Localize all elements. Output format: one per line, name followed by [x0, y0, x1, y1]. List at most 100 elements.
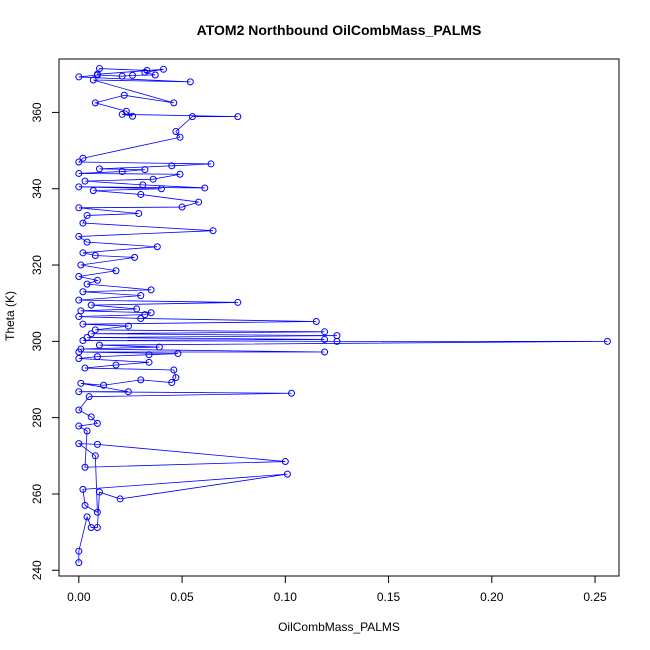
data-point: [95, 488, 103, 496]
data-point: [145, 351, 153, 359]
data-point: [147, 309, 155, 317]
data-point: [75, 296, 83, 304]
y-tick-label: 300: [30, 331, 44, 351]
data-point: [95, 341, 103, 349]
y-tick-label: 340: [30, 178, 44, 198]
data-point: [85, 393, 93, 401]
data-point: [81, 177, 89, 185]
data-point: [83, 211, 91, 219]
data-point: [81, 364, 89, 372]
x-tick-label: 0.00: [67, 590, 91, 604]
x-tick-label: 0.05: [170, 590, 194, 604]
data-point: [87, 413, 95, 421]
data-point: [170, 99, 178, 107]
data-point: [133, 305, 141, 313]
data-point: [75, 73, 83, 81]
y-tick-label: 240: [30, 560, 44, 580]
data-point: [234, 298, 242, 306]
data-point: [139, 181, 147, 189]
data-point: [141, 166, 149, 174]
data-point: [131, 253, 139, 261]
data-point: [168, 379, 176, 387]
data-point: [172, 127, 180, 135]
data-point: [93, 276, 101, 284]
data-point: [91, 452, 99, 460]
data-point: [91, 326, 99, 334]
data-point: [176, 133, 184, 141]
x-tick-label: 0.25: [583, 590, 607, 604]
x-tick-label: 0.10: [274, 590, 298, 604]
data-point: [137, 376, 145, 384]
data-point: [83, 280, 91, 288]
data-point: [120, 91, 128, 99]
data-point: [122, 107, 130, 115]
data-point: [95, 65, 103, 73]
data-point: [141, 68, 149, 76]
data-point: [79, 154, 87, 162]
data-point: [75, 204, 83, 212]
data-point: [81, 501, 89, 509]
data-point: [75, 158, 83, 166]
data-point: [77, 261, 85, 269]
data-point: [153, 243, 161, 251]
data-point: [124, 388, 132, 396]
data-point: [93, 353, 101, 361]
data-point: [172, 374, 180, 382]
data-point: [137, 292, 145, 300]
data-point: [87, 330, 95, 338]
data-point: [95, 165, 103, 173]
data-point: [91, 252, 99, 259]
data-point: [79, 249, 87, 257]
data-point: [75, 232, 83, 240]
data-point: [151, 71, 159, 79]
data-point: [603, 337, 611, 345]
data-point: [83, 513, 91, 521]
data-point: [93, 419, 101, 427]
x-tick-label: 0.20: [480, 590, 504, 604]
data-point: [83, 334, 91, 342]
data-point: [159, 65, 167, 73]
y-tick-label: 280: [30, 407, 44, 427]
data-point: [118, 168, 126, 176]
data-point: [89, 76, 97, 84]
data-point: [79, 320, 87, 328]
x-axis: 0.00 0.05 0.10 0.15 0.20 0.25: [67, 575, 607, 604]
data-point: [75, 440, 83, 448]
data-point: [77, 379, 85, 387]
data-point: [157, 185, 165, 193]
data-point: [75, 169, 83, 177]
data-point: [168, 162, 176, 170]
chart-title: ATOM2 Northbound OilCombMass_PALMS: [197, 22, 482, 38]
data-point: [116, 495, 124, 503]
data-point: [209, 227, 217, 235]
data-point: [93, 440, 101, 448]
data-point: [75, 183, 83, 191]
data-point: [75, 559, 83, 567]
data-point: [201, 184, 209, 192]
data-point: [75, 388, 83, 396]
data-point: [135, 210, 143, 218]
data-point: [81, 463, 89, 471]
data-point: [93, 524, 101, 532]
y-tick-label: 360: [30, 102, 44, 122]
y-tick-label: 260: [30, 484, 44, 504]
data-point: [75, 272, 83, 280]
data-point: [288, 389, 296, 397]
data-point: [79, 485, 87, 493]
data-point: [170, 366, 178, 374]
data-point: [112, 361, 120, 369]
data-point: [333, 332, 341, 340]
data-point: [188, 113, 196, 121]
data-point: [207, 160, 215, 168]
data-point: [174, 350, 182, 358]
y-axis-label: Theta (K): [3, 291, 17, 341]
data-point: [124, 322, 132, 330]
data-point: [100, 381, 108, 389]
data-point: [91, 99, 99, 107]
data-point: [89, 187, 97, 195]
data-point: [149, 175, 157, 183]
data-point: [75, 422, 83, 430]
data-point: [321, 348, 329, 356]
data-point: [234, 113, 242, 121]
